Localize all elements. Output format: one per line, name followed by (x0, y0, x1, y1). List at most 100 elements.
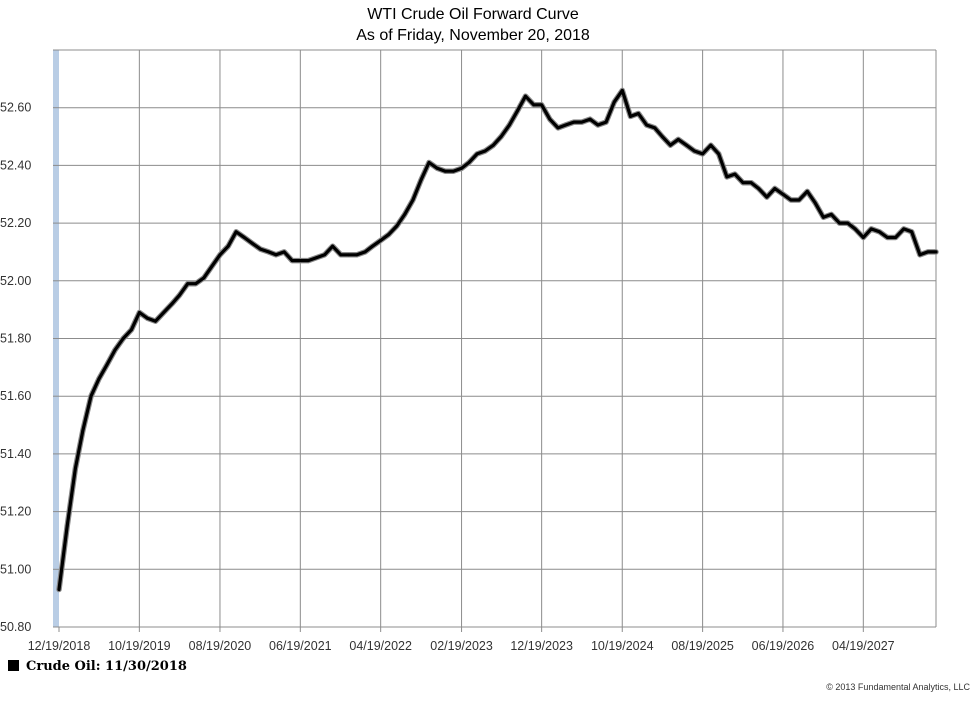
data-point (194, 282, 198, 286)
data-point (813, 201, 817, 205)
data-point (452, 169, 455, 173)
y-tick-label: 52.00 (0, 274, 31, 288)
x-tick-label: 04/19/2027 (832, 639, 895, 653)
grid-lines (53, 49, 937, 632)
series-line (57, 88, 938, 592)
data-point (460, 166, 463, 170)
data-point (564, 123, 568, 127)
x-tick-label: 10/19/2024 (591, 639, 654, 653)
data-point (556, 126, 560, 130)
data-point (838, 221, 841, 225)
data-point (267, 250, 270, 254)
data-point (669, 143, 672, 147)
data-point (789, 198, 793, 202)
data-point (218, 253, 222, 257)
data-point (910, 230, 914, 234)
data-point (170, 302, 174, 306)
y-tick-label: 52.60 (0, 101, 31, 115)
data-point (612, 100, 616, 104)
data-point (467, 161, 471, 164)
x-tick-label: 06/19/2021 (269, 639, 332, 653)
data-point (379, 239, 383, 242)
data-point (781, 192, 785, 196)
data-point (202, 276, 206, 280)
data-point (894, 236, 897, 239)
data-point (274, 253, 278, 257)
data-point (741, 181, 745, 185)
x-tick-label: 12/19/2018 (28, 639, 91, 653)
data-point (822, 215, 825, 219)
y-tick-label: 52.40 (0, 158, 31, 172)
data-point (588, 117, 592, 121)
data-point (178, 293, 181, 297)
x-tick-label: 02/19/2023 (430, 639, 493, 653)
data-point (121, 337, 125, 340)
data-point (355, 253, 359, 257)
data-point (210, 265, 214, 268)
data-point (693, 149, 696, 153)
x-tick-label: 08/19/2020 (189, 639, 252, 653)
data-point (483, 149, 487, 153)
data-point (387, 233, 390, 237)
copyright-notice: © 2013 Fundamental Analytics, LLC (826, 682, 970, 692)
data-point (660, 135, 664, 138)
data-point (540, 103, 543, 107)
y-tick-label: 51.80 (0, 332, 31, 346)
data-point (427, 161, 431, 164)
data-point (81, 429, 85, 433)
data-point (323, 253, 326, 257)
y-tick-label: 51.40 (0, 447, 31, 461)
data-point (250, 241, 254, 245)
data-point (419, 178, 423, 182)
data-point (315, 256, 318, 260)
data-point (403, 213, 407, 216)
data-point (757, 187, 760, 190)
data-point (491, 143, 495, 147)
data-point (733, 172, 737, 176)
data-point (846, 221, 850, 225)
y-tick-label: 51.00 (0, 562, 31, 576)
data-point (524, 94, 527, 98)
data-point (259, 247, 262, 251)
data-point (918, 253, 922, 257)
data-point (580, 120, 584, 124)
data-point (57, 588, 61, 591)
data-point (306, 259, 310, 262)
data-point (878, 230, 881, 234)
data-point (347, 253, 351, 257)
data-point (765, 195, 769, 199)
data-point (186, 282, 190, 286)
data-point (508, 123, 511, 127)
data-point (629, 115, 632, 118)
y-tick-label: 52.20 (0, 216, 31, 230)
data-point (685, 143, 688, 147)
data-point (532, 103, 536, 107)
data-point (89, 394, 93, 398)
data-point (725, 175, 729, 179)
data-point (773, 187, 777, 190)
data-point (443, 169, 447, 173)
data-point (226, 244, 230, 248)
y-tick-label: 50.80 (0, 620, 31, 634)
data-point (298, 259, 302, 262)
x-tick-label: 08/19/2025 (671, 639, 734, 653)
data-point (853, 227, 857, 231)
data-point (138, 311, 141, 314)
data-point (146, 316, 149, 320)
x-tick-label: 06/19/2026 (752, 639, 815, 653)
data-point (829, 213, 833, 216)
data-point (162, 311, 166, 314)
data-point (596, 123, 600, 127)
data-point (869, 227, 873, 231)
data-point (395, 224, 399, 228)
data-point (645, 123, 648, 127)
data-point (331, 244, 334, 248)
data-point (113, 348, 117, 352)
data-point (242, 236, 246, 239)
data-point (861, 236, 865, 239)
data-point (805, 190, 809, 193)
data-point (97, 377, 101, 381)
data-point (653, 126, 657, 130)
data-point (475, 152, 479, 156)
